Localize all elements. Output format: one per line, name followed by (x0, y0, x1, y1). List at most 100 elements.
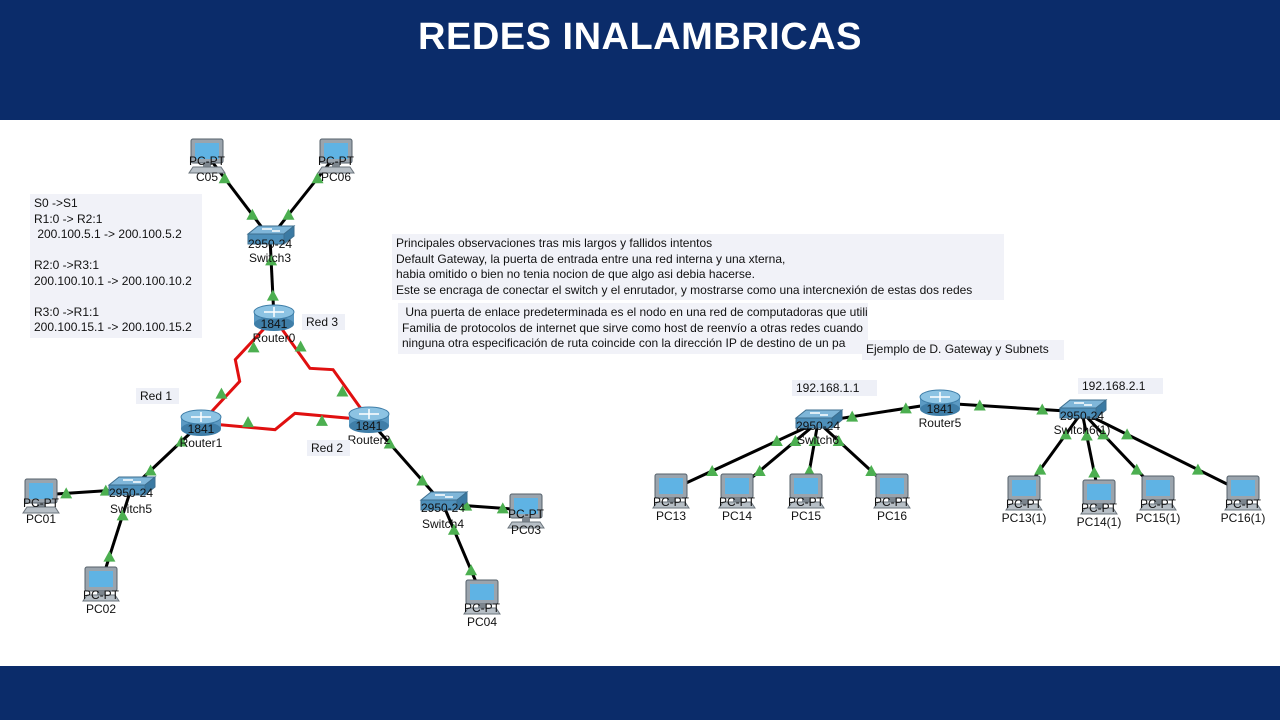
device-model-label: PC-PT (1225, 497, 1262, 511)
link-light-icon (1191, 463, 1204, 475)
svg-text:Red 2: Red 2 (311, 441, 343, 455)
device-name-label: PC16(1) (1221, 511, 1266, 525)
network-label-red1: Red 1 (136, 388, 179, 404)
link-light-icon (1080, 429, 1093, 441)
link-switch6-pc13 (670, 420, 819, 492)
device-switch4[interactable]: 2950-24 Switch4 (419, 490, 469, 531)
link-light-icon (973, 399, 986, 411)
device-pc06[interactable]: PC-PT PC06 (317, 138, 355, 184)
device-name-label: PC06 (321, 170, 351, 184)
device-pc03[interactable]: PC-PT PC03 (507, 493, 545, 537)
device-model-label: 1841 (927, 402, 954, 416)
device-model-label: 2950-24 (109, 486, 153, 500)
link-light-icon (246, 208, 259, 220)
network-label-red2: Red 2 (307, 440, 350, 456)
link-light-icon (1059, 428, 1072, 440)
pc-icon (718, 473, 756, 509)
switch-icon (1058, 398, 1108, 420)
device-model-label: 2950-24 (796, 419, 840, 433)
device-name-label: PC14 (722, 509, 752, 523)
pc-icon (188, 138, 226, 174)
device-pc01[interactable]: PC-PT PC01 (22, 478, 60, 526)
device-name-label: Router2 (348, 433, 391, 447)
device-name-label: Router0 (253, 331, 296, 345)
device-model-label: PC-PT (653, 495, 690, 509)
device-name-label: PC13 (656, 509, 686, 523)
device-model-label: 1841 (356, 419, 383, 433)
pc-icon (787, 473, 825, 509)
link-switch6_1-pc16_1 (1081, 410, 1244, 494)
link-light-icon (899, 402, 912, 414)
link-light-icon (447, 523, 460, 535)
link-light-icon (865, 464, 878, 476)
link-light-icon (175, 435, 188, 447)
switch-icon (794, 408, 844, 430)
link-light-icon (1034, 463, 1047, 475)
link-light-icon (215, 387, 228, 399)
links-layer (40, 154, 1244, 597)
link-light-icon (416, 474, 429, 486)
device-name-label: PC02 (86, 602, 116, 616)
link-light-icon (1036, 403, 1049, 415)
device-name-label: Switch6(1) (1054, 423, 1111, 437)
link-router0-router1 (199, 316, 276, 425)
link-light-icon (247, 341, 260, 353)
link-light-icon (803, 464, 816, 476)
device-model-label: 2950-24 (1060, 409, 1104, 423)
device-switch5[interactable]: 2950-24 Switch5 (107, 475, 157, 516)
link-light-icon (808, 435, 821, 447)
device-name-label: Switch6 (797, 433, 839, 447)
device-model-label: PC-PT (719, 495, 756, 509)
svg-text:Red 3: Red 3 (306, 315, 338, 329)
link-light-icon (218, 172, 231, 184)
switch-icon (246, 224, 296, 246)
device-name-label: C05 (196, 170, 218, 184)
network-label-ip1: 192.168.1.1 (792, 380, 877, 396)
device-name-label: Router1 (180, 436, 223, 450)
device-model-label: PC-PT (1006, 497, 1043, 511)
pc-icon (652, 473, 690, 509)
pc-icon (463, 579, 501, 615)
svg-text:Red 1: Red 1 (140, 389, 172, 403)
device-model-label: 1841 (188, 422, 215, 436)
link-router1-router2 (200, 411, 370, 432)
router-icon (253, 304, 295, 331)
link-light-icon (846, 410, 859, 422)
svg-text:192.168.2.1: 192.168.2.1 (1082, 379, 1146, 393)
gateway-definition-note: Una puerta de enlace predeterminada es e… (398, 303, 868, 354)
link-light-icon (315, 414, 328, 426)
device-pc_c05[interactable]: PC-PT C05 (188, 138, 226, 184)
link-light-icon (706, 464, 719, 476)
link-router5-switch6_1 (939, 399, 1083, 415)
link-light-icon (116, 509, 129, 521)
device-name-label: PC03 (511, 523, 541, 537)
device-name-label: PC13(1) (1002, 511, 1047, 525)
link-light-icon (460, 499, 473, 511)
link-light-icon (144, 464, 157, 476)
device-model-label: PC-PT (318, 154, 355, 168)
device-name-label: PC01 (26, 512, 56, 526)
link-light-icon (789, 435, 802, 447)
device-model-label: 2950-24 (421, 501, 465, 515)
link-light-icon (242, 416, 255, 428)
device-model-label: PC-PT (1140, 497, 1177, 511)
link-light-icon (294, 340, 307, 352)
